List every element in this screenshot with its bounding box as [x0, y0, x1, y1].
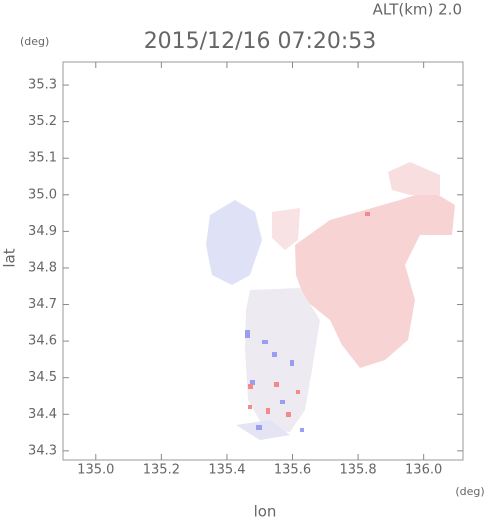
x-tick-label: 135.8 [339, 463, 376, 478]
echo-field [206, 162, 455, 440]
echo-region [236, 420, 290, 440]
x-tick-label: 135.0 [77, 463, 114, 478]
y-tick-label: 35.1 [28, 151, 57, 166]
y-tick-label: 34.3 [28, 443, 57, 458]
y-tick-label: 34.7 [28, 297, 57, 312]
x-tick-label: 136.0 [405, 463, 442, 478]
echo-region [295, 190, 455, 368]
x-tick-label: 135.4 [208, 463, 245, 478]
altitude-label: ALT(km) 2.0 [373, 1, 462, 19]
x-tick-label: 135.2 [143, 463, 180, 478]
y-tick-label: 35.2 [28, 114, 57, 129]
x-unit: (deg) [455, 485, 484, 498]
echo-region [206, 200, 262, 285]
y-unit: (deg) [20, 35, 49, 48]
x-axis-label: lon [254, 503, 277, 521]
echo-cells-blue [245, 330, 304, 432]
y-tick-label: 34.8 [28, 260, 57, 275]
echo-cells-red [248, 212, 370, 417]
y-tick-label: 34.4 [28, 407, 57, 422]
y-tick-label: 34.6 [28, 334, 57, 349]
x-tick-label: 135.6 [274, 463, 311, 478]
echo-region [388, 162, 440, 195]
y-tick-label: 35.0 [28, 187, 57, 202]
chart-title: 2015/12/16 07:20:53 [144, 29, 377, 54]
echo-region [245, 288, 320, 432]
echo-region [272, 208, 300, 250]
y-axis-label: lat [1, 248, 19, 267]
y-tick-label: 34.9 [28, 224, 57, 239]
y-tick-label: 35.3 [28, 78, 57, 93]
y-tick-label: 34.5 [28, 370, 57, 385]
plot-frame [62, 61, 464, 461]
